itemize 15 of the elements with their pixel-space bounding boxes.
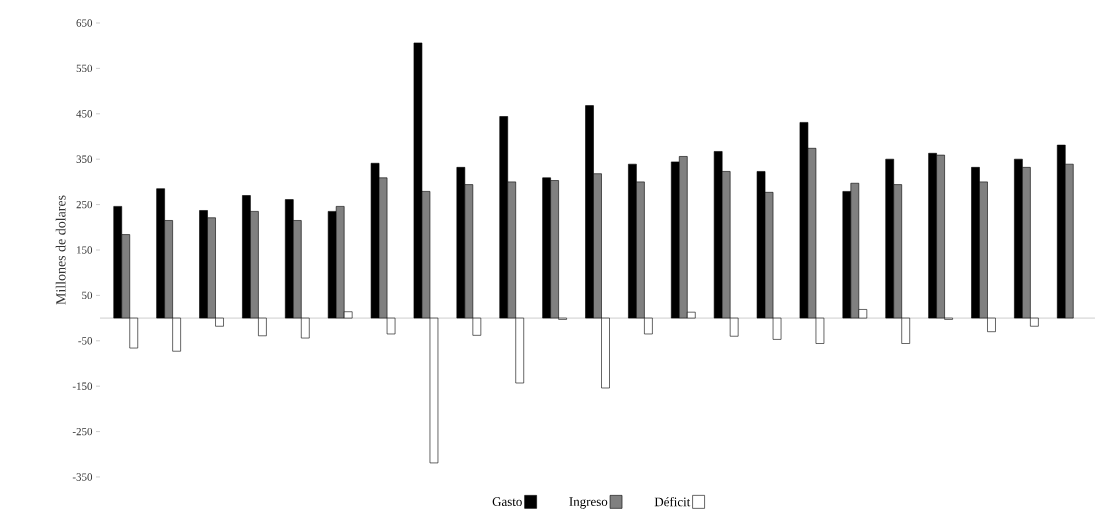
y-tick-label: -50: [78, 337, 93, 345]
legend-label: Ingreso: [569, 497, 608, 509]
y-tick-label: -150: [72, 382, 93, 391]
legend-label: Gasto: [492, 497, 522, 507]
y-tick-label: -350: [72, 473, 93, 481]
y-axis-title: Millones de dolares: [55, 195, 66, 305]
y-tick-label: 650: [76, 19, 93, 27]
y-tick-label: 350: [76, 155, 93, 164]
y-tick-label: 550: [76, 64, 93, 73]
y-tick-label: 450: [76, 110, 93, 118]
y-tick-label: 50: [82, 291, 93, 300]
y-tick-label: -250: [72, 428, 93, 436]
y-tick-label: 250: [76, 201, 93, 209]
y-tick-label: 150: [77, 246, 93, 254]
legend-label: Déficit: [654, 497, 691, 507]
